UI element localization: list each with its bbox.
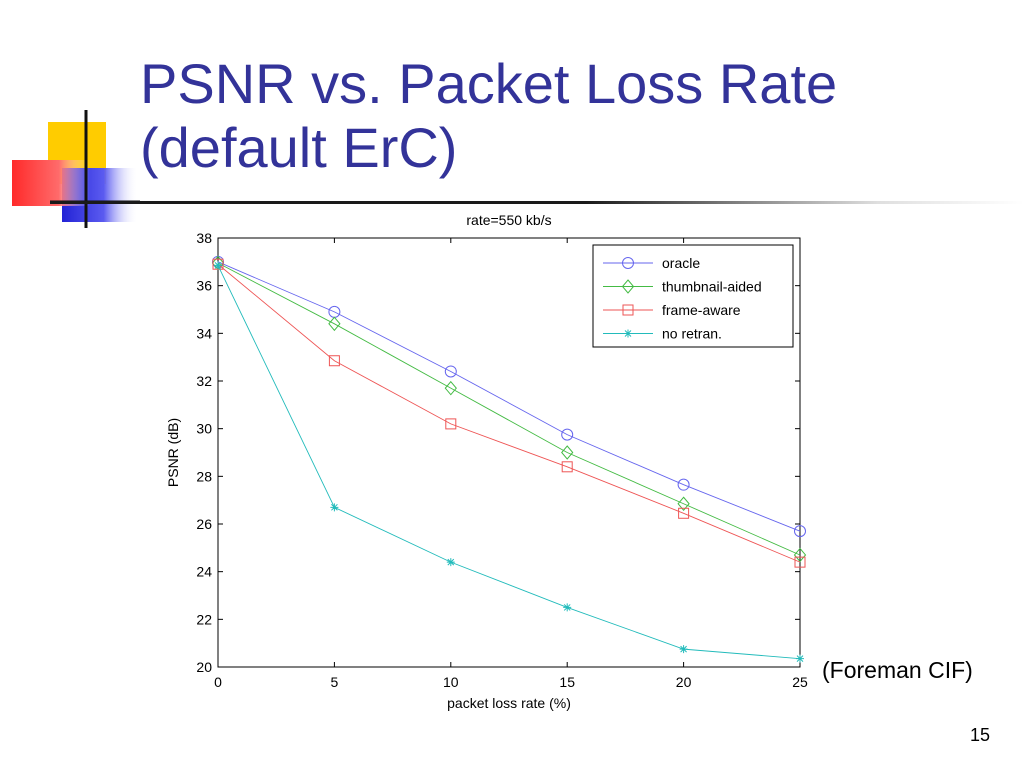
series-1 — [211, 255, 807, 563]
data-point — [794, 556, 806, 568]
legend-label: thumbnail-aided — [662, 279, 762, 295]
legend-marker — [624, 329, 632, 338]
data-point — [677, 496, 690, 512]
page-number: 15 — [969, 725, 990, 745]
x-tick-label: 15 — [559, 674, 575, 690]
slide-title-line-2: (default ErC) — [140, 116, 458, 179]
series-3 — [214, 261, 804, 663]
legend-label: no retran. — [662, 326, 722, 342]
data-point — [328, 355, 340, 367]
data-point — [679, 645, 688, 654]
slide-title: PSNR vs. Packet Loss Rate (default ErC) — [140, 52, 837, 180]
x-tick-label: 5 — [331, 674, 339, 690]
x-tick-label: 20 — [676, 674, 692, 690]
psnr-line-chart: 0 5 10 15 20 25 20 22 24 26 28 30 32 34 36 38 rate=550 k… — [165, 212, 808, 711]
y-axis-label: PSNR (dB) — [165, 418, 181, 487]
data-point — [330, 503, 339, 512]
data-point — [677, 478, 690, 491]
x-tick-label: 10 — [443, 674, 459, 690]
legend-box — [592, 244, 794, 348]
chart-title: rate=550 kb/s — [466, 212, 551, 228]
y-tick-label: 24 — [196, 564, 212, 580]
slide-title-line-1: PSNR vs. Packet Loss Rate — [140, 52, 838, 115]
legend-marker — [621, 279, 635, 294]
data-point — [561, 445, 574, 460]
data-point — [561, 428, 574, 441]
title-underline — [50, 201, 1024, 204]
data-point — [794, 525, 806, 538]
y-tick-label: 36 — [196, 278, 212, 294]
legend-marker — [622, 257, 634, 269]
y-tick-label: 28 — [196, 468, 212, 484]
y-tick-label: 32 — [196, 373, 212, 389]
data-point — [446, 558, 455, 567]
data-point — [444, 365, 457, 378]
y-tick-label: 30 — [196, 421, 212, 437]
y-tick-label: 20 — [196, 659, 212, 675]
data-point — [678, 507, 690, 519]
data-point — [328, 316, 341, 332]
legend-label: oracle — [662, 255, 700, 271]
series-line — [217, 261, 801, 532]
data-point — [561, 461, 573, 473]
data-point — [445, 418, 457, 430]
series-2 — [212, 258, 806, 568]
x-tick-label: 0 — [214, 674, 222, 690]
decorative-squares — [12, 110, 140, 228]
y-tick-label: 34 — [196, 325, 212, 341]
series-line — [217, 263, 801, 563]
y-tick-label: 22 — [196, 611, 212, 627]
data-point — [796, 654, 804, 663]
y-tick-label: 26 — [196, 516, 212, 532]
red-square — [12, 160, 90, 206]
data-point — [563, 603, 572, 612]
y-tick-label: 38 — [196, 230, 212, 246]
x-axis-label: packet loss rate (%) — [447, 695, 571, 711]
data-point — [214, 261, 222, 270]
data-point — [444, 380, 457, 396]
series-line — [217, 262, 801, 556]
x-tick-label: 25 — [792, 674, 808, 690]
series-line — [217, 265, 801, 660]
sequence-note: (Foreman CIF) — [822, 657, 973, 683]
legend-marker — [622, 304, 634, 316]
data-point — [793, 547, 807, 563]
legend-label: frame-aware — [662, 302, 741, 318]
